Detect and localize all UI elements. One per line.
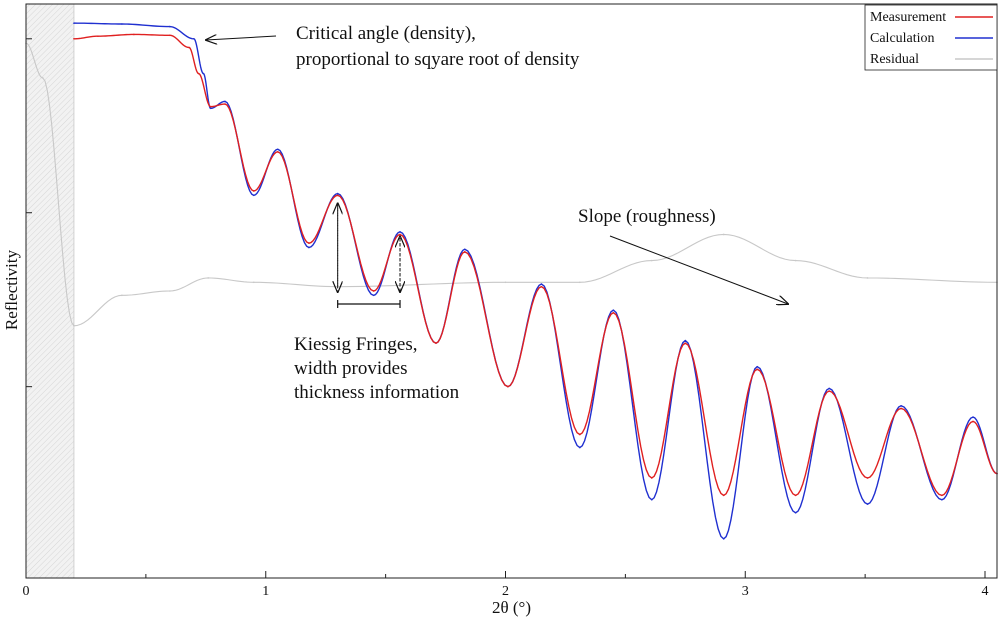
data-point-calculation — [540, 283, 543, 285]
critical-angle-arrow — [206, 36, 277, 40]
data-point-calculation — [193, 37, 195, 40]
data-point-measurement — [579, 433, 581, 436]
annotation-slope: Slope (roughness) — [578, 206, 716, 227]
data-point-measurement — [188, 46, 190, 49]
data-point-residual — [121, 294, 123, 297]
x-axis-label: 2θ (°) — [492, 598, 531, 617]
x-tick-label: 0 — [23, 584, 30, 599]
data-point-measurement — [372, 290, 375, 292]
data-point-calculation — [941, 498, 943, 501]
data-point-measurement — [73, 37, 75, 40]
plot-frame — [25, 3, 998, 579]
x-tick-label: 2 — [502, 584, 509, 599]
legend-label: Measurement — [870, 10, 946, 25]
data-point-measurement — [336, 194, 339, 197]
data-point-measurement — [224, 103, 226, 105]
data-point-residual — [866, 277, 869, 279]
data-point-measurement — [209, 105, 212, 108]
series-calculation — [73, 22, 998, 540]
data-point-measurement — [276, 151, 279, 153]
y-axis-label: Reflectivity — [2, 249, 21, 330]
data-point-calculation — [224, 100, 226, 103]
data-point-calculation — [612, 309, 615, 311]
data-point-residual — [722, 233, 725, 236]
data-point-measurement — [399, 233, 401, 236]
data-point-measurement — [828, 390, 830, 392]
data-point-measurement — [722, 494, 725, 497]
data-point-residual — [794, 259, 797, 262]
legend-label: Residual — [870, 52, 919, 67]
annotation-kiessig: thickness information — [294, 382, 460, 403]
data-point-measurement — [507, 385, 509, 388]
data-point-measurement — [866, 477, 869, 479]
data-point-measurement — [612, 311, 615, 314]
data-point-calculation — [308, 246, 310, 249]
data-point-measurement — [308, 242, 310, 244]
data-point-calculation — [756, 365, 759, 368]
data-point-calculation — [900, 405, 902, 407]
data-point-calculation — [684, 339, 687, 342]
data-point-measurement — [169, 34, 171, 37]
data-point-calculation — [579, 446, 581, 449]
data-point-measurement — [435, 342, 437, 344]
data-point-calculation — [794, 511, 797, 514]
x-tick-label: 1 — [262, 584, 269, 599]
data-point-calculation — [372, 294, 375, 297]
data-point-residual — [41, 77, 44, 79]
data-point-measurement — [650, 477, 653, 479]
annotation-critical-angle: proportional to sqyare root of density — [296, 49, 580, 70]
data-point-calculation — [276, 148, 279, 151]
data-point-measurement — [972, 420, 974, 423]
data-point-measurement — [794, 494, 797, 497]
data-point-residual — [169, 290, 171, 292]
slope-arrow — [609, 235, 788, 304]
data-point-measurement — [197, 72, 200, 75]
annotation-critical-angle: Critical angle (density), — [296, 23, 476, 44]
data-point-residual — [252, 281, 255, 284]
data-point-calculation — [972, 416, 974, 418]
series-line-measurement — [73, 33, 998, 497]
data-point-measurement — [900, 407, 902, 410]
data-point-measurement — [756, 368, 759, 371]
data-point-calculation — [399, 231, 401, 233]
data-point-measurement — [463, 251, 466, 253]
series-measurement — [73, 33, 998, 497]
data-point-calculation — [121, 23, 123, 25]
data-point-calculation — [722, 538, 725, 540]
x-tick-label: 3 — [742, 584, 749, 599]
data-point-measurement — [97, 35, 99, 37]
data-point-calculation — [252, 194, 255, 197]
data-point-calculation — [866, 503, 869, 505]
series-line-residual — [25, 42, 998, 327]
data-point-residual — [650, 259, 653, 262]
data-point-measurement — [252, 190, 255, 192]
data-point-measurement — [540, 285, 543, 288]
annotation-kiessig: width provides — [294, 358, 407, 379]
data-point-calculation — [650, 498, 653, 501]
data-point-residual — [579, 281, 581, 284]
data-point-residual — [504, 281, 507, 284]
data-point-calculation — [73, 22, 75, 24]
annotation-kiessig: Kiessig Fringes, — [294, 334, 418, 355]
data-point-calculation — [209, 107, 212, 110]
data-point-measurement — [941, 494, 943, 497]
series-line-calculation — [73, 22, 998, 540]
data-point-residual — [73, 324, 75, 327]
x-tick-label: 4 — [982, 584, 989, 599]
data-point-calculation — [169, 25, 171, 28]
data-point-calculation — [463, 248, 466, 251]
data-point-measurement — [684, 342, 687, 344]
data-point-calculation — [828, 387, 830, 390]
series-residual — [25, 42, 998, 327]
data-point-residual — [207, 277, 210, 279]
legend-label: Calculation — [870, 31, 935, 46]
data-point-measurement — [133, 33, 135, 36]
data-point-calculation — [202, 72, 205, 75]
data-point-calculation — [336, 192, 339, 195]
